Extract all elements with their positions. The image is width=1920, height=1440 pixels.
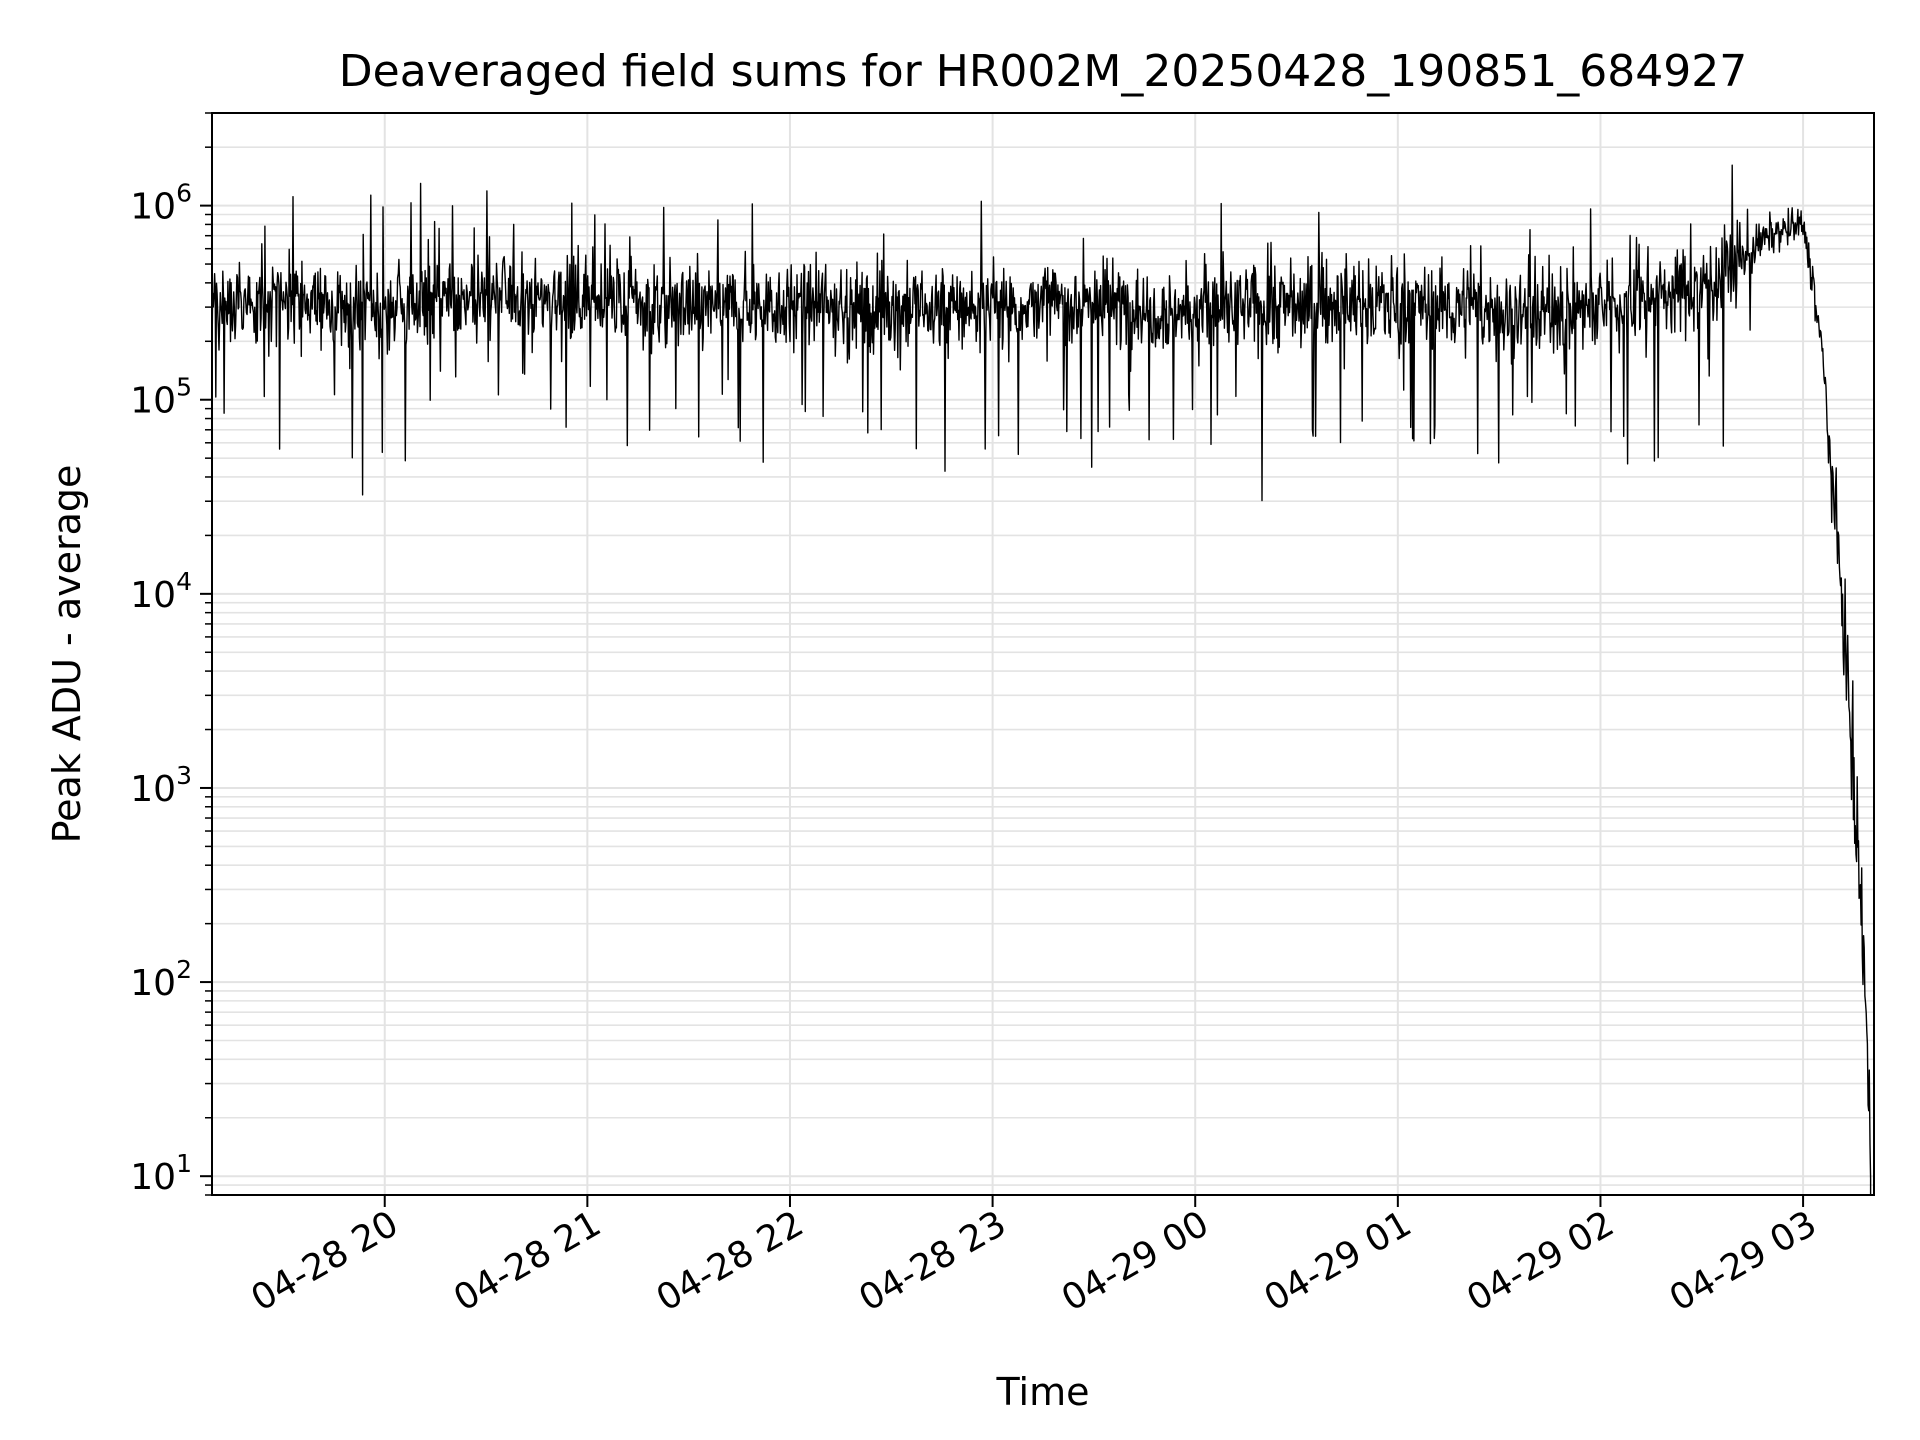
grid <box>212 112 1874 1196</box>
y-tick-label: 102 <box>130 955 192 1004</box>
y-tick-label: 103 <box>130 761 192 810</box>
y-axis-ticks: 101 102 103 104 105 106 <box>130 112 212 1198</box>
y-tick-label: 105 <box>130 373 192 422</box>
chart-title: Deaveraged field sums for HR002M_2025042… <box>339 46 1747 97</box>
y-tick-label: 104 <box>130 567 192 616</box>
y-tick-label: 101 <box>130 1149 192 1198</box>
plot-frame <box>211 112 1875 1196</box>
y-axis-label: Peak ADU - average <box>45 465 89 844</box>
y-tick-label: 106 <box>130 179 192 228</box>
x-axis-label: Time <box>996 1370 1090 1414</box>
series-line <box>212 164 1872 1195</box>
